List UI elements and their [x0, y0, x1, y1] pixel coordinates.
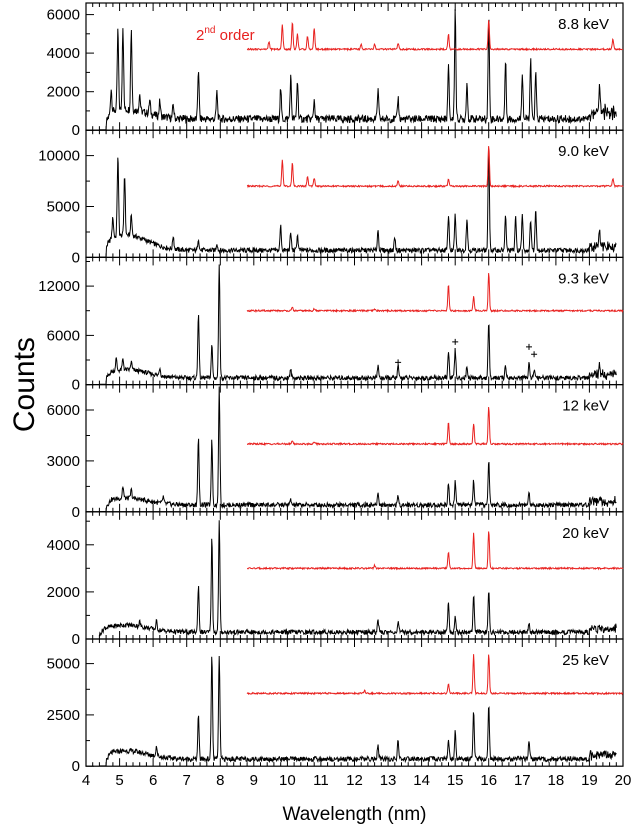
y-tick-label: 0 — [72, 504, 80, 521]
panel-5 — [85, 511, 624, 640]
second-order-spectrum — [246, 146, 624, 189]
x-tick-label: 19 — [581, 772, 598, 789]
panel-1 — [85, 2, 624, 131]
second-order-spectrum — [246, 20, 623, 52]
panel-frame — [85, 2, 624, 131]
y-tick-label: 2000 — [47, 584, 80, 601]
y-axis-title: Counts — [8, 337, 41, 432]
first-order-spectrum — [99, 386, 617, 512]
x-tick-label: 16 — [480, 772, 497, 789]
panel-frame — [85, 384, 624, 513]
y-tick-label: 4000 — [47, 45, 80, 62]
first-order-spectrum — [99, 264, 617, 385]
x-tick-label: 11 — [313, 772, 329, 789]
panel-frame — [85, 129, 624, 258]
x-tick-label: 8 — [216, 772, 224, 789]
first-order-spectrum — [98, 520, 617, 637]
y-tick-label: 0 — [72, 249, 80, 266]
energy-label: 8.8 keV — [558, 16, 609, 33]
line-marker — [452, 338, 459, 345]
second-order-spectrum — [246, 654, 624, 696]
first-order-spectrum — [99, 9, 617, 131]
panel-6 — [85, 638, 624, 767]
energy-label: 9.3 keV — [558, 270, 609, 287]
y-tick-label: 6000 — [47, 402, 80, 419]
x-tick-label: 15 — [447, 772, 464, 789]
panel-4 — [85, 384, 624, 513]
y-tick-label: 0 — [72, 631, 80, 648]
first-order-spectrum — [99, 148, 617, 258]
second-order-spectrum — [247, 531, 624, 571]
y-tick-label: 3000 — [47, 453, 80, 470]
x-axis-title: Wavelength (nm) — [283, 804, 427, 825]
y-tick-label: 6000 — [47, 327, 80, 344]
second-order-spectrum — [246, 273, 624, 314]
x-tick-label: 6 — [149, 772, 157, 789]
line-marker — [526, 343, 532, 350]
second-order-annotation: 2nd order — [196, 25, 255, 44]
y-tick-label: 0 — [72, 377, 80, 394]
y-tick-label: 0 — [72, 758, 80, 775]
y-tick-label: 12000 — [38, 278, 80, 295]
x-tick-label: 5 — [115, 772, 123, 789]
panel-frame — [85, 511, 624, 640]
panel-2 — [85, 129, 624, 258]
x-tick-label: 10 — [279, 772, 296, 789]
y-tick-label: 5000 — [47, 656, 80, 673]
x-tick-label: 18 — [548, 772, 565, 789]
y-tick-label: 2000 — [47, 84, 80, 101]
line-marker — [395, 359, 402, 366]
x-tick-label: 12 — [346, 772, 363, 789]
x-tick-label: 13 — [380, 772, 397, 789]
first-order-spectrum — [99, 655, 617, 767]
y-tick-label: 10000 — [38, 148, 80, 165]
energy-label: 9.0 keV — [558, 143, 609, 160]
y-tick-label: 0 — [72, 122, 80, 139]
panel-3 — [85, 256, 624, 386]
x-tick-label: 17 — [514, 772, 531, 789]
y-tick-label: 6000 — [47, 7, 80, 24]
x-tick-label: 4 — [82, 772, 90, 789]
x-tick-label: 20 — [615, 772, 632, 789]
panel-frame — [85, 256, 624, 386]
second-order-spectrum — [247, 406, 624, 447]
x-tick-label: 14 — [413, 772, 430, 789]
y-tick-label: 5000 — [47, 199, 80, 216]
x-tick-label: 9 — [250, 772, 258, 789]
x-tick-label: 7 — [183, 772, 191, 789]
y-tick-label: 4000 — [47, 537, 80, 554]
panel-frame — [85, 638, 624, 767]
energy-label: 12 keV — [562, 398, 609, 415]
line-marker — [531, 351, 538, 358]
energy-label: 20 keV — [562, 525, 609, 542]
energy-label: 25 keV — [562, 652, 609, 669]
y-tick-label: 2500 — [47, 707, 80, 724]
